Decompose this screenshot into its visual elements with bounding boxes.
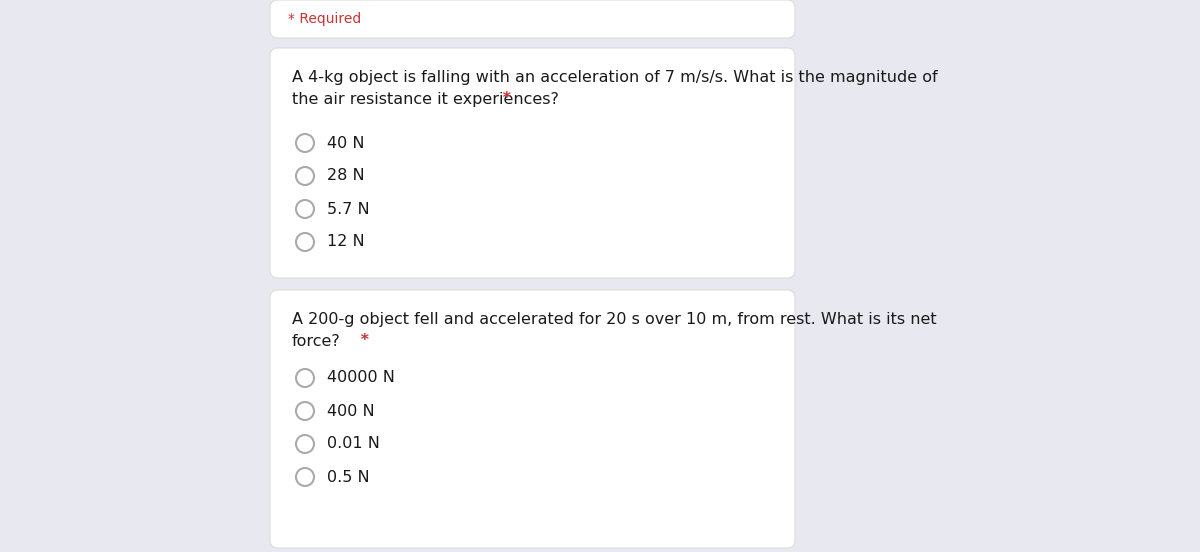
Text: * Required: * Required (288, 12, 361, 26)
Text: A 200-g object fell and accelerated for 20 s over 10 m, from rest. What is its n: A 200-g object fell and accelerated for … (292, 312, 937, 349)
Text: 0.5 N: 0.5 N (326, 470, 370, 485)
FancyBboxPatch shape (270, 0, 796, 38)
Text: 0.01 N: 0.01 N (326, 437, 380, 452)
Text: 28 N: 28 N (326, 168, 365, 183)
Text: A 4-kg object is falling with an acceleration of 7 m/s/s. What is the magnitude : A 4-kg object is falling with an acceler… (292, 70, 937, 107)
FancyBboxPatch shape (270, 290, 796, 548)
Text: 40 N: 40 N (326, 135, 365, 151)
Text: 5.7 N: 5.7 N (326, 201, 370, 216)
Text: *: * (355, 333, 370, 348)
Text: *: * (497, 91, 511, 106)
Text: 12 N: 12 N (326, 235, 365, 250)
Text: 40000 N: 40000 N (326, 370, 395, 385)
FancyBboxPatch shape (270, 48, 796, 278)
Text: 400 N: 400 N (326, 404, 374, 418)
